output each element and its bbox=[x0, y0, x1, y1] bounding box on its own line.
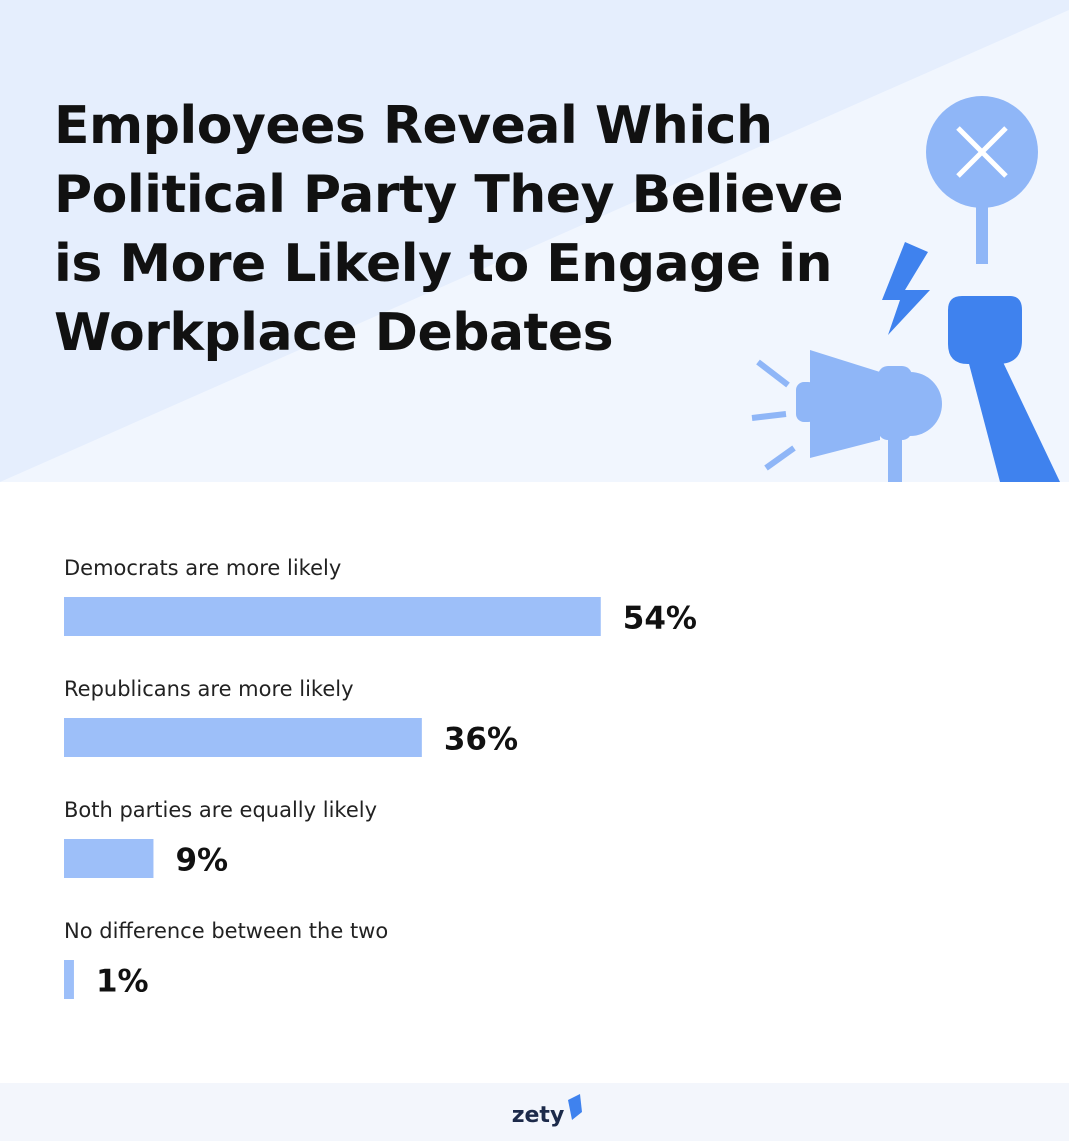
footer-bg bbox=[0, 1083, 1069, 1141]
category-label: No difference between the two bbox=[64, 919, 388, 943]
value-label: 54% bbox=[623, 601, 697, 637]
category-label: Republicans are more likely bbox=[64, 677, 354, 701]
bar bbox=[64, 718, 422, 757]
value-label: 9% bbox=[175, 843, 228, 879]
value-label: 36% bbox=[444, 722, 518, 758]
category-label: Both parties are equally likely bbox=[64, 798, 377, 822]
illustration bbox=[751, 96, 1060, 482]
bar bbox=[64, 597, 601, 636]
bar bbox=[64, 960, 74, 999]
logo-icon bbox=[568, 1094, 582, 1120]
chart-title: Employees Reveal Which Political Party T… bbox=[54, 96, 844, 363]
bar bbox=[64, 839, 154, 878]
header-diagonal bbox=[0, 0, 1069, 482]
value-label: 1% bbox=[96, 964, 149, 1000]
category-label: Democrats are more likely bbox=[64, 556, 341, 580]
logo: zety bbox=[512, 1103, 565, 1128]
